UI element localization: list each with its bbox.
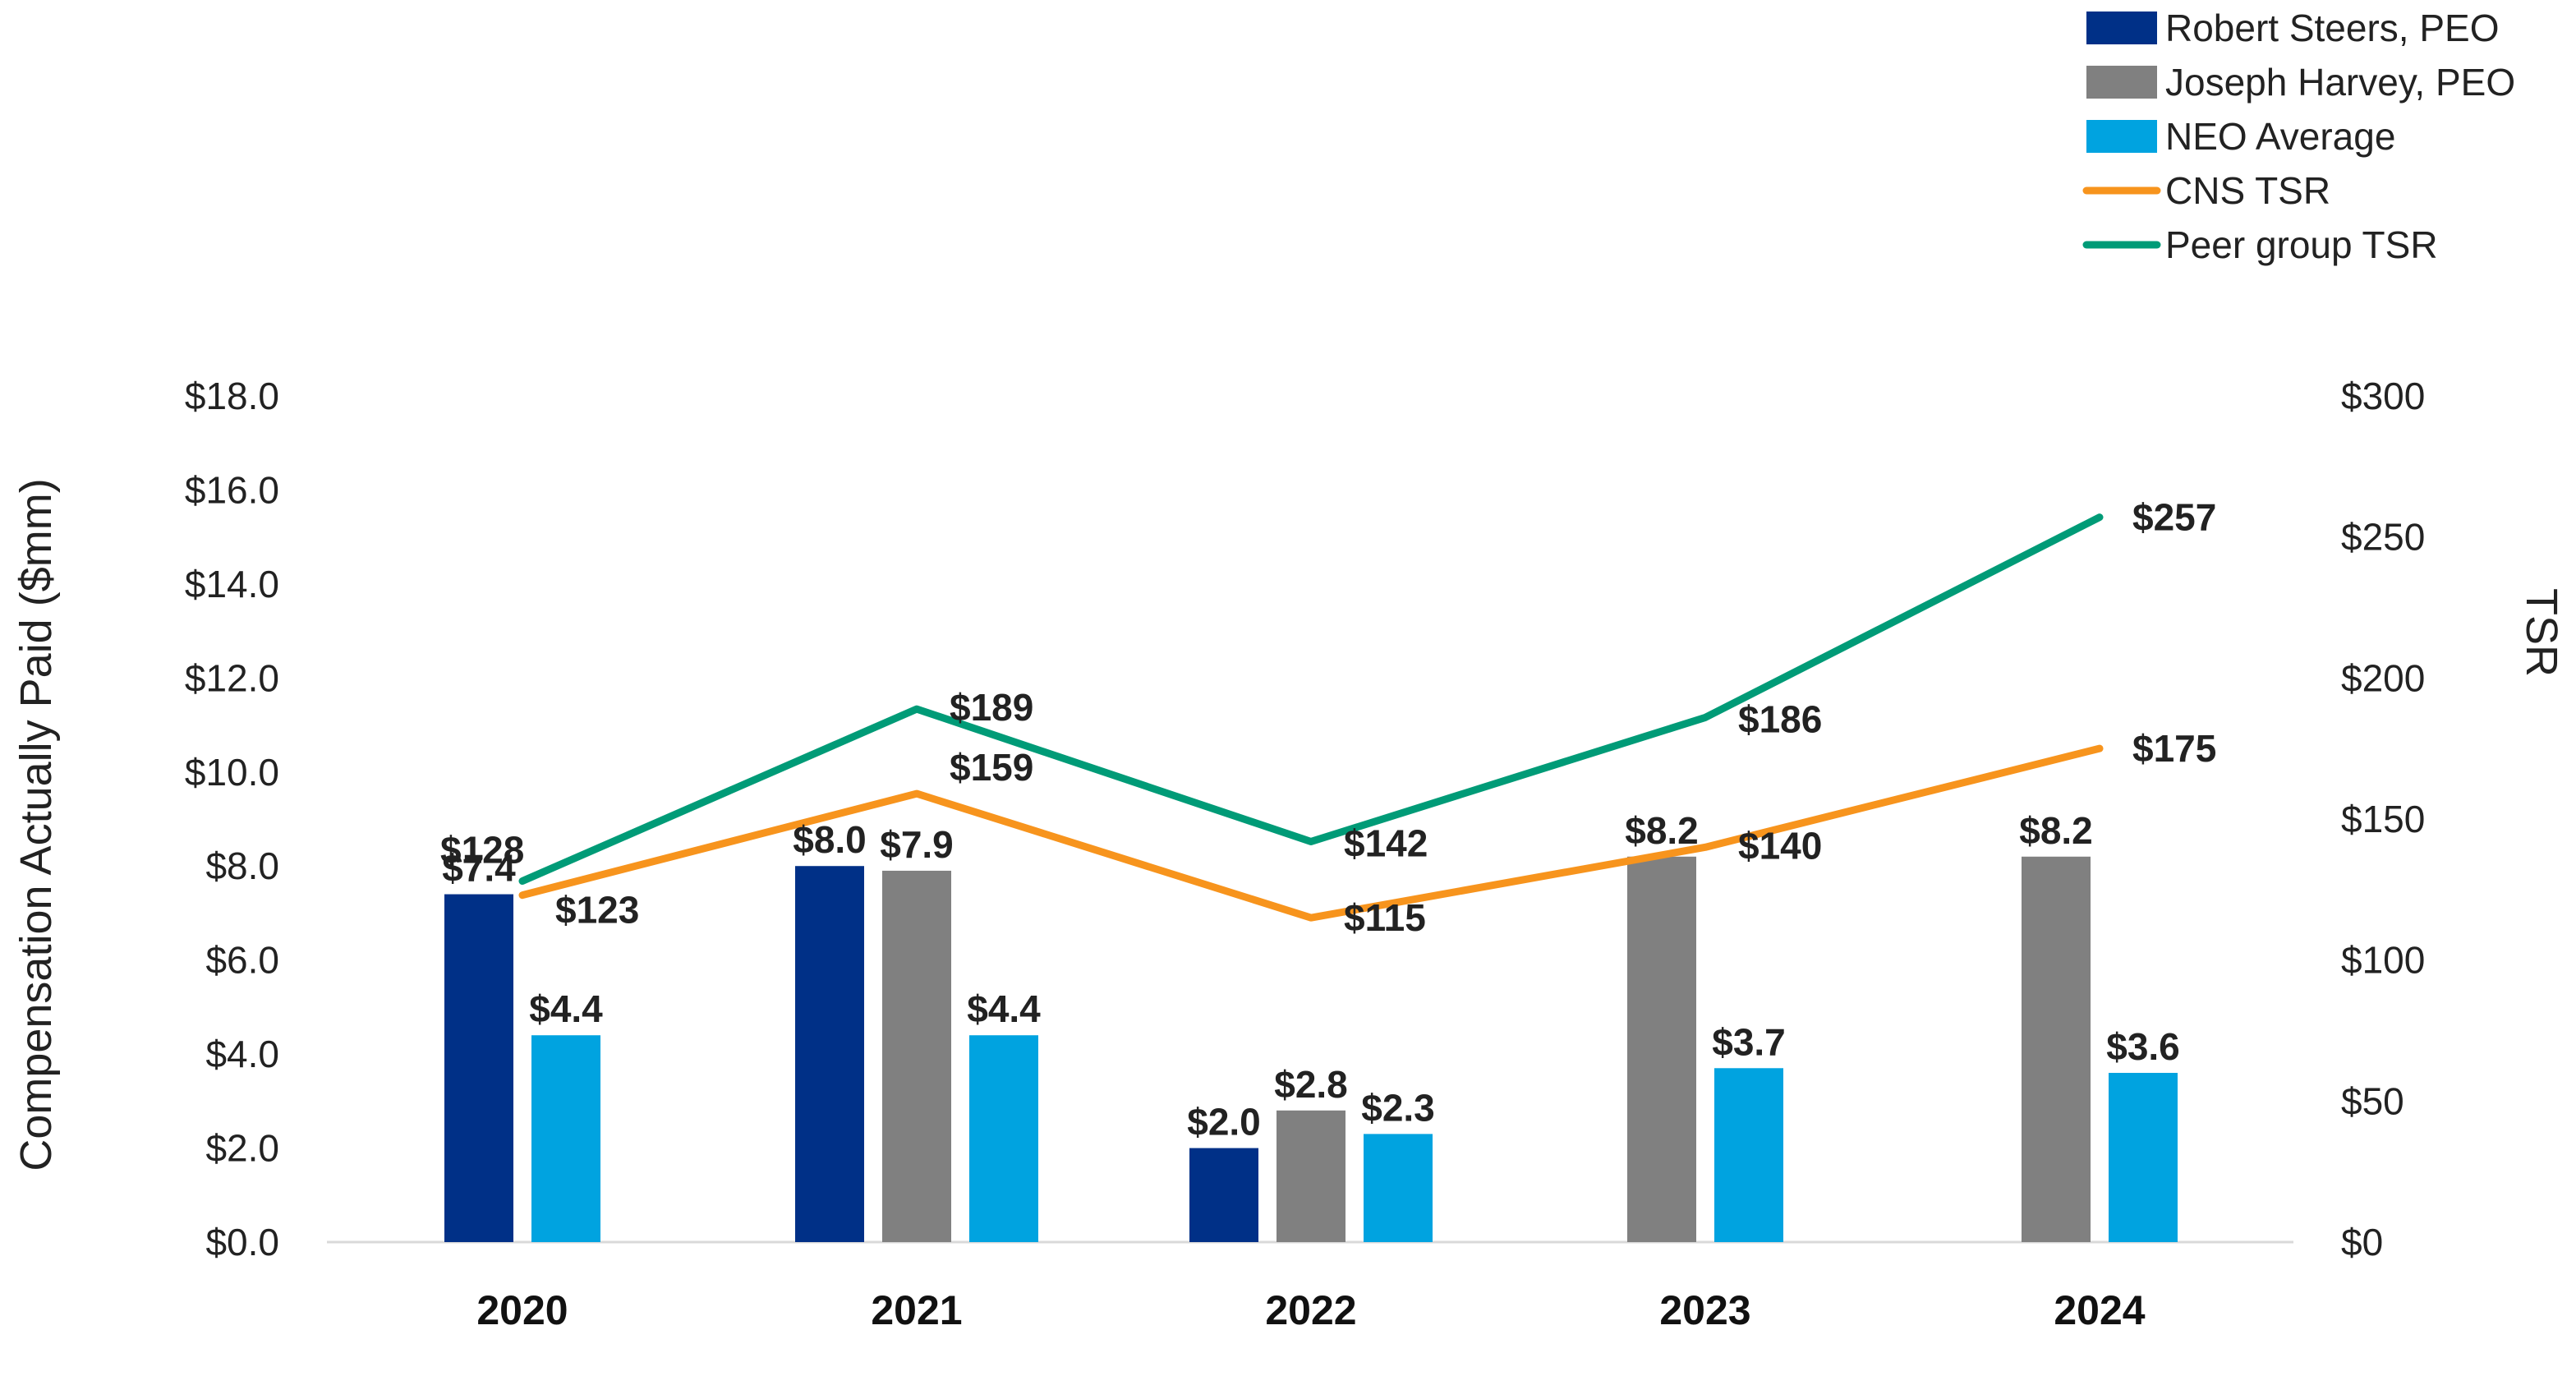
legend-item-peer-group-tsr: Peer group TSR — [2082, 223, 2438, 266]
y-tick-label: $12.0 — [185, 656, 279, 699]
legend-item-neo-average: NEO Average — [2086, 115, 2395, 158]
bar-joseph-harvey-peo-2022 — [1276, 1110, 1346, 1242]
y-tick-label: $0.0 — [205, 1221, 279, 1263]
y-axis-title: Compensation Actually Paid ($mm) — [12, 478, 61, 1171]
legend-label: Joseph Harvey, PEO — [2165, 61, 2515, 104]
legend-item-cns-tsr: CNS TSR — [2082, 169, 2330, 212]
bar-value-label: $3.6 — [2106, 1025, 2180, 1068]
bar-neo-average-2023 — [1714, 1068, 1783, 1242]
bar-neo-average-2020 — [531, 1035, 600, 1242]
y-tick-label: $14.0 — [185, 563, 279, 605]
bar-robert-steers-peo-2020 — [444, 894, 513, 1242]
bar-neo-average-2024 — [2109, 1073, 2178, 1242]
data-labels: $7.4 $4.4 $8.0 $7.9 $4.4 $2.0 $2.8 $2.3 $8.2 $3.7… — [440, 496, 2216, 1144]
legend-label: Robert Steers, PEO — [2165, 7, 2500, 49]
line-cns-tsr — [518, 744, 2104, 922]
line-value-label: $189 — [950, 686, 1033, 729]
line-value-label: $115 — [1344, 896, 1426, 939]
legend-swatch — [2086, 12, 2157, 44]
line-value-label: $128 — [440, 829, 524, 872]
tsr-lines — [518, 513, 2104, 922]
legend-label: Peer group TSR — [2165, 223, 2438, 266]
legend-swatch — [2086, 66, 2157, 99]
bar-value-label: $7.4 — [442, 847, 516, 890]
y-tick-label: $8.0 — [205, 844, 279, 887]
bars — [444, 856, 2178, 1242]
bar-value-label: $8.2 — [1625, 809, 1699, 852]
bar-value-label: $8.2 — [2019, 809, 2093, 852]
y2-tick-label: $50 — [2341, 1079, 2404, 1122]
y2-tick-label: $0 — [2341, 1221, 2383, 1263]
bar-joseph-harvey-peo-2023 — [1627, 856, 1696, 1242]
y2-tick-label: $200 — [2341, 656, 2425, 699]
legend-label: NEO Average — [2165, 115, 2395, 158]
y-tick-label: $16.0 — [185, 468, 279, 511]
bar-value-label: $4.4 — [967, 987, 1041, 1030]
x-tick-label: 2023 — [1659, 1287, 1750, 1333]
bar-neo-average-2022 — [1364, 1134, 1433, 1242]
y-tick-label: $18.0 — [185, 375, 279, 417]
line-value-label: $123 — [555, 889, 639, 932]
line-value-label: $257 — [2132, 496, 2216, 539]
y-tick-label: $4.0 — [205, 1033, 279, 1075]
bar-value-label: $2.3 — [1361, 1086, 1435, 1129]
bar-value-label: $7.9 — [880, 823, 954, 866]
bar-value-label: $2.0 — [1187, 1101, 1261, 1144]
y2-axis-title: TSR — [2517, 588, 2566, 677]
y-tick-label: $2.0 — [205, 1127, 279, 1170]
x-axis: 2020 2021 2022 2023 2024 — [476, 1287, 2145, 1333]
line-value-label: $159 — [950, 746, 1033, 789]
x-tick-label: 2022 — [1265, 1287, 1356, 1333]
y2-tick-label: $150 — [2341, 798, 2425, 840]
y2-tick-label: $250 — [2341, 516, 2425, 559]
bar-value-label: $3.7 — [1712, 1020, 1786, 1063]
legend-item-joseph-harvey-peo: Joseph Harvey, PEO — [2086, 61, 2515, 104]
line-value-label: $142 — [1344, 821, 1428, 864]
bar-neo-average-2021 — [969, 1035, 1038, 1242]
line-value-label: $140 — [1738, 824, 1822, 867]
y-tick-label: $10.0 — [185, 751, 279, 794]
bar-robert-steers-peo-2022 — [1189, 1148, 1258, 1242]
bar-value-label: $8.0 — [793, 818, 867, 861]
x-tick-label: 2024 — [2054, 1287, 2145, 1333]
bar-value-label: $2.8 — [1274, 1063, 1348, 1106]
y-axis-left: $0.0 $2.0 $4.0 $6.0 $8.0 $10.0 $12.0 $14.0 $16.0… — [185, 375, 279, 1263]
x-tick-label: 2021 — [871, 1287, 962, 1333]
legend-swatch — [2086, 120, 2157, 153]
legend-label: CNS TSR — [2165, 169, 2330, 212]
y-axis-right: $0 $50 $100 $150 $200 $250 $300 — [2341, 375, 2425, 1263]
y-tick-label: $6.0 — [205, 939, 279, 982]
bar-value-label: $4.4 — [529, 987, 603, 1030]
legend: Robert Steers, PEO Joseph Harvey, PEO NEO … — [2082, 7, 2515, 266]
legend-item-robert-steers-peo: Robert Steers, PEO — [2086, 7, 2500, 49]
bar-joseph-harvey-peo-2024 — [2022, 856, 2091, 1242]
line-value-label: $186 — [1738, 697, 1822, 740]
line-value-label: $175 — [2132, 727, 2216, 770]
bar-joseph-harvey-peo-2021 — [882, 870, 951, 1242]
bar-robert-steers-peo-2021 — [795, 866, 864, 1242]
x-tick-label: 2020 — [476, 1287, 568, 1333]
y2-tick-label: $300 — [2341, 375, 2425, 417]
y2-tick-label: $100 — [2341, 939, 2425, 982]
line-peer-group-tsr — [518, 513, 2104, 886]
